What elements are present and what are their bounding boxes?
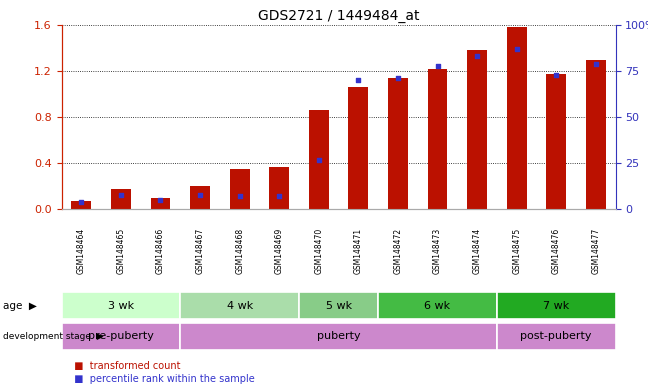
Text: GSM148469: GSM148469 [275,227,284,274]
Bar [71,201,91,209]
Text: GSM148468: GSM148468 [235,227,244,274]
Text: GSM148465: GSM148465 [117,227,126,274]
Text: GSM148475: GSM148475 [512,227,521,274]
Text: 5 wk: 5 wk [325,301,352,311]
Text: post-puberty: post-puberty [520,331,592,341]
Point [274,193,284,199]
Text: GSM148470: GSM148470 [314,227,323,274]
Text: ■  percentile rank within the sample: ■ percentile rank within the sample [68,374,255,384]
Bar [428,69,447,209]
Text: GSM148466: GSM148466 [156,227,165,274]
Bar [497,323,616,350]
Bar [349,87,368,209]
Point [590,61,601,67]
Text: GSM148467: GSM148467 [196,227,205,274]
Bar [190,186,210,209]
Point [116,192,126,198]
Text: age  ▶: age ▶ [3,301,37,311]
Text: development stage  ▶: development stage ▶ [3,332,104,341]
Text: 7 wk: 7 wk [543,301,570,311]
Text: GSM148476: GSM148476 [551,227,561,274]
Bar [270,167,289,209]
Text: GSM148472: GSM148472 [393,227,402,274]
Bar [309,110,329,209]
Bar [546,74,566,209]
Text: 4 wk: 4 wk [227,301,253,311]
Bar [62,323,180,350]
Text: GSM148473: GSM148473 [433,227,442,274]
Point [432,63,443,69]
Bar [180,323,497,350]
Text: GSM148464: GSM148464 [77,227,86,274]
Point [511,46,522,52]
Text: pre-puberty: pre-puberty [88,331,154,341]
Point [314,156,324,162]
Text: 3 wk: 3 wk [108,301,134,311]
Point [472,53,482,60]
Bar [62,292,180,319]
Bar [299,292,378,319]
Bar [378,292,497,319]
Text: 6 wk: 6 wk [424,301,450,311]
Bar [180,292,299,319]
Point [76,199,87,205]
Text: GSM148474: GSM148474 [472,227,481,274]
Point [393,75,403,81]
Bar [586,60,606,209]
Bar [150,198,170,209]
Point [195,192,205,198]
Text: ■  transformed count: ■ transformed count [68,361,181,371]
Text: GSM148477: GSM148477 [592,227,600,274]
Bar [230,169,249,209]
Bar [497,292,616,319]
Title: GDS2721 / 1449484_at: GDS2721 / 1449484_at [258,8,419,23]
Bar [467,50,487,209]
Point [235,193,245,199]
Point [551,72,561,78]
Bar [507,27,527,209]
Bar [111,189,131,209]
Point [156,197,166,203]
Point [353,77,364,83]
Bar [388,78,408,209]
Text: GSM148471: GSM148471 [354,227,363,274]
Text: puberty: puberty [317,331,360,341]
